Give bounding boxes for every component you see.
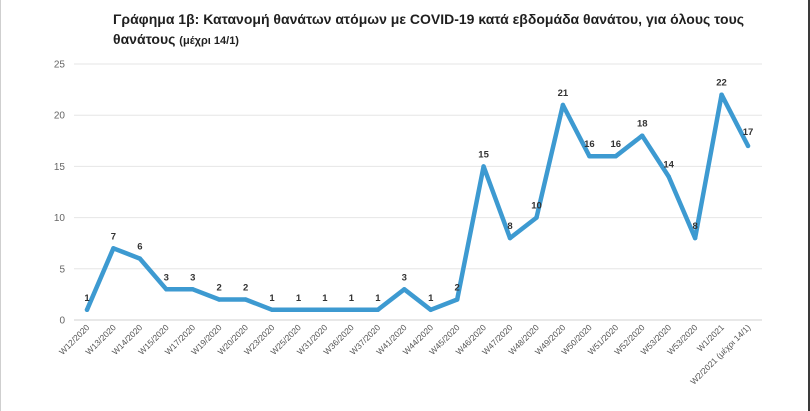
data-point: [217, 297, 222, 302]
data-point: [507, 235, 513, 241]
chart-title: Γράφημα 1β: Κατανομή θανάτων ατόμων με C…: [113, 9, 753, 51]
data-label: 6: [137, 242, 142, 253]
data-label: 2: [455, 283, 460, 294]
data-label: 1: [375, 293, 381, 304]
chart-title-sub: (μέχρι 14/1): [179, 35, 239, 47]
data-label: 14: [663, 160, 674, 171]
data-point: [164, 287, 169, 292]
data-label: 22: [716, 78, 727, 89]
data-point: [745, 143, 751, 149]
data-label: 10: [531, 201, 542, 212]
series-line: [84, 92, 751, 313]
data-label: 1: [322, 293, 328, 304]
y-tick-label: 15: [54, 162, 66, 173]
y-tick-label: 10: [54, 213, 66, 224]
data-label: 1: [296, 293, 302, 304]
data-label: 8: [507, 221, 512, 232]
data-point: [692, 235, 698, 241]
data-label: 3: [164, 272, 169, 283]
data-label: 15: [478, 149, 489, 160]
data-point: [84, 307, 90, 312]
data-label: 16: [611, 139, 622, 150]
data-point: [349, 307, 354, 312]
y-tick-label: 0: [59, 316, 65, 327]
y-tick-label: 25: [54, 60, 66, 71]
data-point: [111, 246, 116, 251]
x-axis-ticks: W12/2020W13/2020W14/2020W15/2020W17/2020…: [57, 322, 753, 386]
data-point: [613, 153, 618, 159]
data-label: 1: [84, 293, 90, 304]
data-point: [402, 287, 407, 292]
data-point: [587, 153, 592, 159]
data-label: 16: [584, 139, 595, 150]
data-label: 18: [637, 119, 648, 130]
gridlines: [74, 63, 762, 321]
data-point: [322, 307, 328, 312]
data-point: [296, 307, 301, 312]
data-label: 8: [692, 221, 697, 232]
data-label: 3: [190, 272, 195, 283]
data-label: 1: [349, 293, 355, 304]
data-point: [269, 307, 275, 312]
data-label: 1: [428, 293, 434, 304]
data-point: [428, 307, 433, 312]
data-point: [560, 102, 566, 108]
y-axis-ticks: 0 5 10 15 20 25: [54, 60, 66, 327]
data-point: [375, 307, 381, 312]
data-point: [137, 256, 143, 261]
chart-title-main: Γράφημα 1β: Κατανομή θανάτων ατόμων με C…: [113, 11, 745, 47]
data-point: [719, 92, 724, 97]
data-label: 2: [243, 283, 248, 294]
data-point: [454, 297, 460, 302]
data-label: 17: [743, 127, 754, 138]
data-point: [190, 287, 195, 292]
data-label: 21: [558, 88, 569, 99]
data-label: 3: [402, 272, 407, 283]
data-point: [534, 215, 539, 220]
data-point: [666, 174, 671, 179]
y-tick-label: 20: [54, 111, 66, 122]
series-layer: [84, 92, 751, 313]
data-label: 7: [111, 231, 116, 242]
y-tick-label: 5: [59, 264, 65, 275]
data-point: [481, 164, 486, 169]
data-point: [640, 133, 645, 138]
data-point: [243, 297, 248, 302]
data-label: 1: [269, 293, 275, 304]
data-label: 2: [217, 283, 222, 294]
